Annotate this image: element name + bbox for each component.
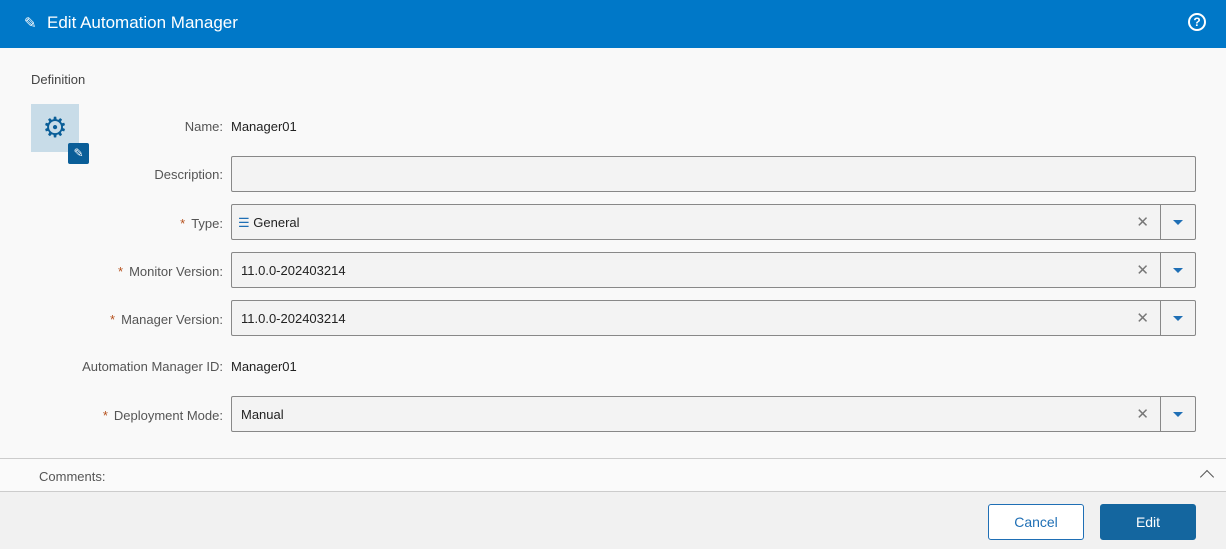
dialog-header: ✎ Edit Automation Manager ? xyxy=(0,0,1226,48)
deployment-mode-select[interactable]: Manual ✕ xyxy=(231,396,1196,432)
name-label: Name: xyxy=(184,119,223,134)
description-input[interactable] xyxy=(231,156,1196,192)
help-icon[interactable]: ? xyxy=(1188,13,1206,31)
manager-version-select[interactable]: 11.0.0-202403214 ✕ xyxy=(231,300,1196,336)
manager-id-label: Automation Manager ID: xyxy=(82,359,223,374)
dropdown-button[interactable] xyxy=(1160,301,1195,335)
section-title: Definition xyxy=(31,72,86,87)
dialog-footer: Cancel Edit xyxy=(0,492,1226,549)
cancel-button[interactable]: Cancel xyxy=(988,504,1084,540)
type-select[interactable]: ☰ General ✕ xyxy=(231,204,1196,240)
clear-icon[interactable]: ✕ xyxy=(1136,262,1149,279)
chevron-up-icon[interactable] xyxy=(1199,469,1215,485)
automation-gear-icon: ⚙ ✎ xyxy=(31,104,89,164)
clear-icon[interactable]: ✕ xyxy=(1136,406,1149,423)
monitor-version-label: * Monitor Version: xyxy=(118,264,223,279)
type-label: * Type: xyxy=(180,216,223,231)
dropdown-button[interactable] xyxy=(1160,205,1195,239)
dialog-title: Edit Automation Manager xyxy=(47,13,238,32)
monitor-version-select[interactable]: 11.0.0-202403214 ✕ xyxy=(231,252,1196,288)
pencil-icon: ✎ xyxy=(24,15,37,32)
clear-icon[interactable]: ✕ xyxy=(1136,214,1149,231)
description-label: Description: xyxy=(154,167,223,182)
clear-icon[interactable]: ✕ xyxy=(1136,310,1149,327)
manager-version-label: * Manager Version: xyxy=(110,312,223,327)
edit-button[interactable]: Edit xyxy=(1100,504,1196,540)
name-value: Manager01 xyxy=(231,119,297,134)
dropdown-button[interactable] xyxy=(1160,397,1195,431)
edit-icon-button[interactable]: ✎ xyxy=(68,143,89,164)
comments-section[interactable]: Comments: xyxy=(0,458,1226,492)
list-icon: ☰ General xyxy=(238,215,300,230)
deployment-mode-label: * Deployment Mode: xyxy=(102,408,223,423)
manager-id-value: Manager01 xyxy=(231,359,297,374)
dropdown-button[interactable] xyxy=(1160,253,1195,287)
